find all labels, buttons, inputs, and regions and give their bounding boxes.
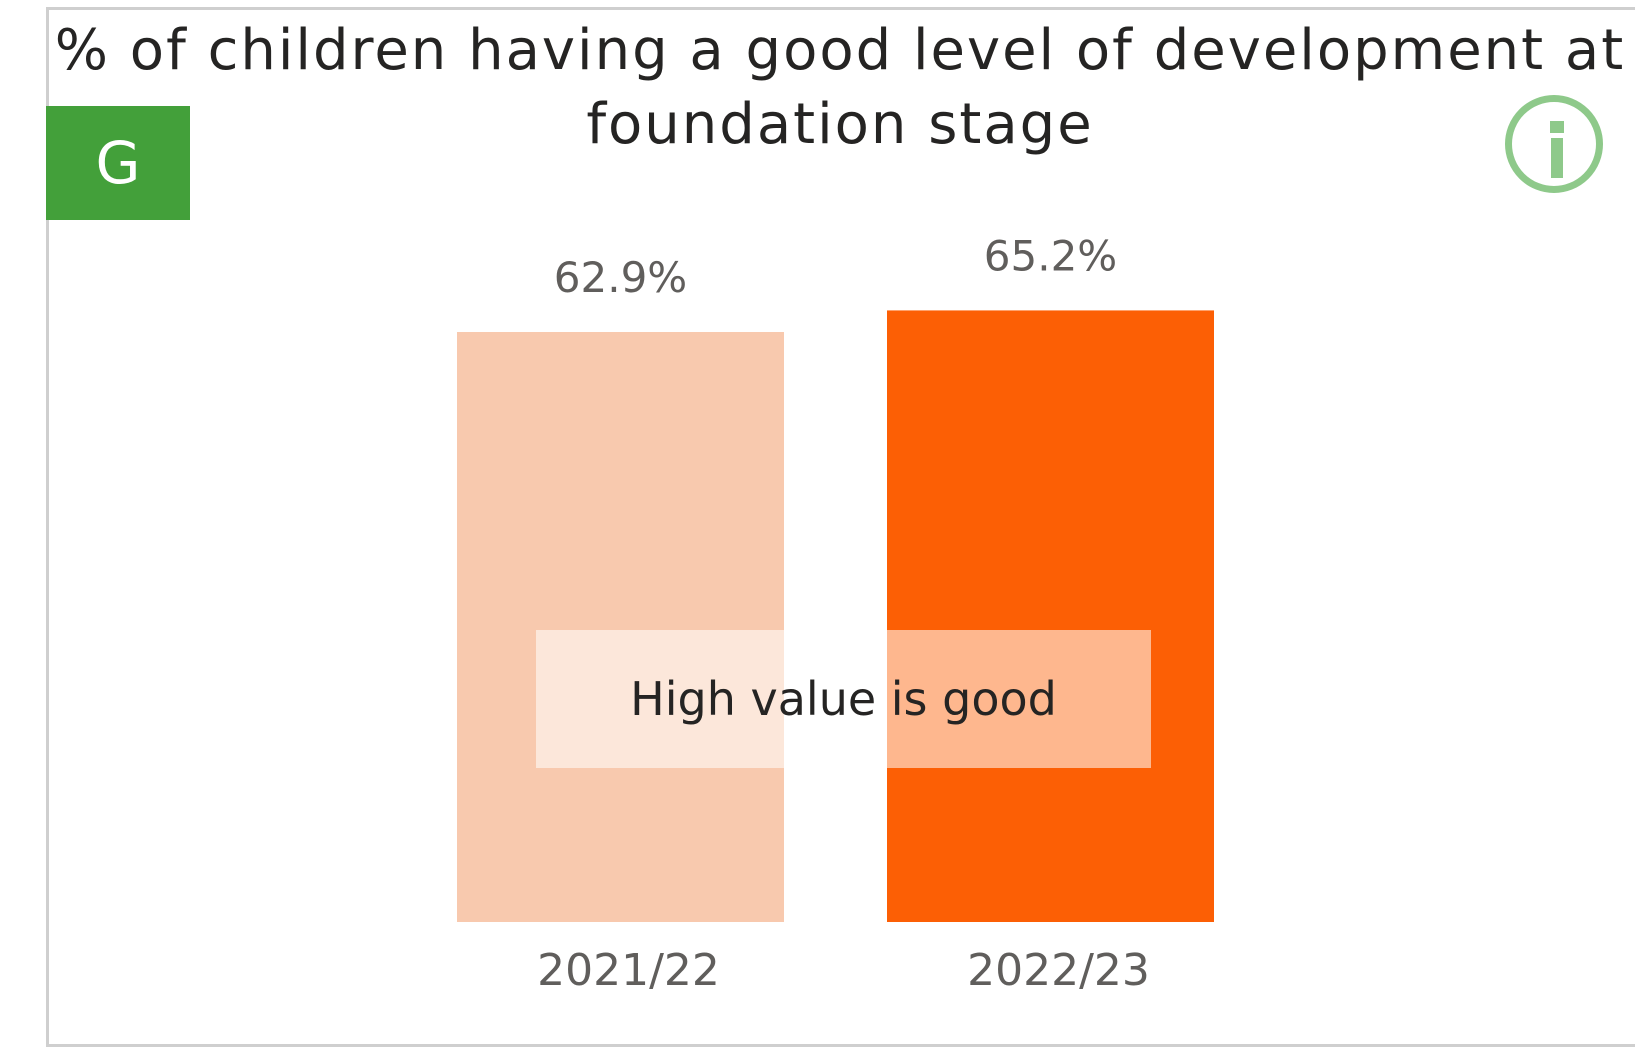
x-tick-label-2021-22: 2021/22 — [537, 945, 720, 996]
chart-card — [46, 7, 1635, 1047]
x-tick-label-2022-23: 2022/23 — [967, 945, 1150, 996]
info-icon[interactable] — [1505, 95, 1603, 193]
chart-title: % of children having a good level of dev… — [54, 18, 1626, 157]
bar-2022-23[interactable] — [887, 310, 1214, 922]
bar-2021-22[interactable] — [457, 331, 784, 922]
data-label-2021-22: 62.9% — [554, 253, 687, 302]
info-icon-dot — [1550, 121, 1564, 133]
data-label-2022-23: 65.2% — [984, 231, 1117, 280]
info-icon-stem — [1551, 138, 1563, 178]
rag-status-badge: G — [46, 106, 190, 220]
high-value-is-good-note: High value is good — [536, 630, 1151, 768]
